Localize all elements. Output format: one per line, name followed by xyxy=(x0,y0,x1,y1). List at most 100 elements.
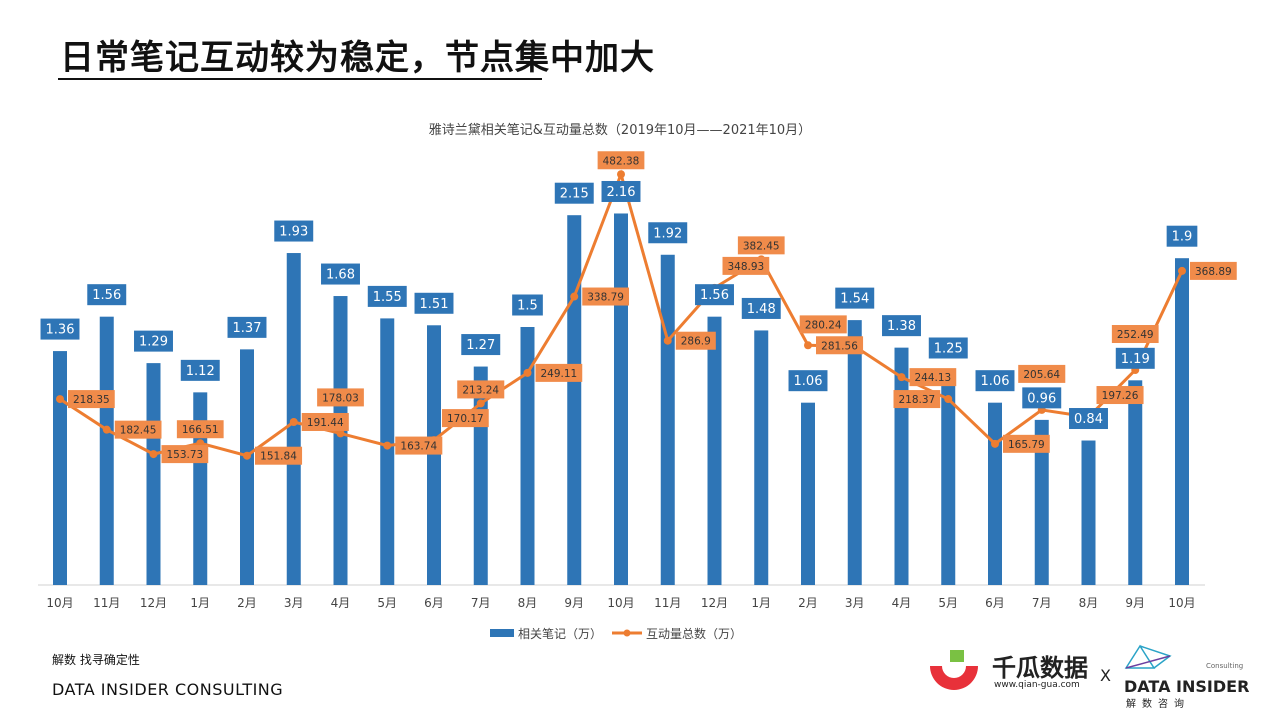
bar-label-bg xyxy=(648,222,688,244)
line-point xyxy=(523,368,532,377)
logo-separator: X xyxy=(1100,666,1111,685)
qiangua-name: 千瓜数据 xyxy=(992,654,1088,682)
line-label-bg xyxy=(893,390,941,409)
line-point xyxy=(897,373,906,382)
x-tick-label: 2月 xyxy=(237,596,257,610)
footer-slogan: 解数 找寻确定性 xyxy=(52,653,140,667)
bar xyxy=(707,316,722,585)
bar-label-bg xyxy=(414,292,454,314)
line-label-bg xyxy=(255,446,303,465)
line-data-label: 213.24 xyxy=(462,384,499,396)
x-tick-label: 1月 xyxy=(751,596,771,610)
line-point xyxy=(336,429,345,438)
bar-data-label: 1.38 xyxy=(887,319,916,334)
line-data-label: 368.89 xyxy=(1195,266,1232,278)
line-label-bg xyxy=(597,151,645,170)
page-title: 日常笔记互动较为稳定，节点集中加大 xyxy=(60,38,655,78)
bar-label-bg xyxy=(554,182,594,204)
line-data-label: 182.45 xyxy=(120,425,157,437)
title-underline xyxy=(58,78,542,80)
legend-line-label: 互动量总数（万） xyxy=(646,626,742,641)
bar-label-bg xyxy=(1022,387,1062,409)
footer-company: DATA INSIDER CONSULTING xyxy=(52,680,284,699)
bar-label-bg xyxy=(512,294,543,316)
x-tick-label: 10月 xyxy=(46,596,73,610)
line-data-label: 286.9 xyxy=(681,336,711,348)
bar-data-label: 1.68 xyxy=(326,268,355,283)
bar-data-label: 1.36 xyxy=(46,323,75,338)
line-label-bg xyxy=(799,315,847,334)
line-label-bg xyxy=(457,380,505,399)
line-label-bg xyxy=(442,409,489,428)
x-tick-label: 3月 xyxy=(284,596,304,610)
bar xyxy=(240,349,254,585)
bar xyxy=(567,215,582,585)
line-point xyxy=(289,417,298,426)
line-point xyxy=(570,292,579,301)
chart: 雅诗兰黛相关笔记&互动量总数（2019年10月——2021年10月） 10月 11… xyxy=(38,122,1237,641)
line-data-label: 205.64 xyxy=(1023,369,1060,381)
x-tick-label: 11月 xyxy=(654,596,681,610)
bar-data-label: 1.12 xyxy=(186,364,215,379)
bar-label-bg xyxy=(367,285,407,307)
bar xyxy=(53,351,67,585)
bar-label-bg xyxy=(695,284,734,306)
x-tick-label: 5月 xyxy=(377,596,397,610)
bar-data-label: 1.5 xyxy=(517,299,538,314)
x-tick-label: 6月 xyxy=(985,596,1005,610)
line-label-bg xyxy=(301,412,349,431)
line-data-label: 280.24 xyxy=(805,319,842,331)
line-label-bg xyxy=(114,420,162,439)
di-name: DATA INSIDER xyxy=(1124,677,1250,696)
bar xyxy=(1175,258,1189,585)
line-point xyxy=(617,170,625,179)
bar xyxy=(380,318,395,585)
bar-label-bg xyxy=(788,370,828,392)
line-data-label: 178.03 xyxy=(322,392,359,404)
bar-label-bg xyxy=(1166,225,1198,247)
line-label-bg xyxy=(535,363,583,382)
chart-title: 雅诗兰黛相关笔记&互动量总数（2019年10月——2021年10月） xyxy=(429,122,811,138)
bar xyxy=(427,325,441,585)
qiangua-logo-icon xyxy=(930,650,978,690)
line-data-label: 249.11 xyxy=(541,368,578,380)
bar-data-label: 1.56 xyxy=(700,288,729,303)
bar-label-bg xyxy=(40,318,80,340)
x-tick-label: 6月 xyxy=(424,596,444,610)
line-data-label: 482.38 xyxy=(603,155,640,167)
bar xyxy=(520,327,535,585)
bar-data-label: 1.06 xyxy=(794,374,823,389)
line-point xyxy=(476,399,485,408)
line-label-bg xyxy=(1018,364,1066,383)
bar xyxy=(1081,440,1096,585)
line-point xyxy=(383,441,392,450)
line-data-label: 218.35 xyxy=(73,394,110,406)
line-data-label: 191.44 xyxy=(307,417,344,429)
legend-bar-swatch xyxy=(490,629,514,637)
bar-label-bg xyxy=(835,287,875,309)
line-data-label: 151.84 xyxy=(260,451,297,463)
line-data-label: 348.93 xyxy=(728,261,765,273)
x-tick-label: 8月 xyxy=(1079,596,1099,610)
bar-label-bg xyxy=(321,263,360,285)
bar-data-label: 0.84 xyxy=(1074,412,1103,427)
bar xyxy=(193,392,208,585)
line-label-bg xyxy=(909,368,957,387)
bar xyxy=(1128,380,1143,585)
bar-label-bg xyxy=(928,337,968,359)
bar-data-label: 1.29 xyxy=(139,335,168,350)
x-tick-label: 8月 xyxy=(518,596,538,610)
line-data-label: 244.13 xyxy=(915,372,952,384)
bar-data-label: 1.92 xyxy=(653,226,682,241)
line-label-bg xyxy=(161,445,209,464)
bar-data-label: 1.37 xyxy=(233,321,262,336)
bar-label-bg xyxy=(227,316,267,338)
line-data-label: 197.26 xyxy=(1102,390,1139,402)
line-data-label: 281.56 xyxy=(821,340,858,352)
bar-data-label: 1.27 xyxy=(466,338,495,353)
x-tick-label: 1月 xyxy=(190,596,210,610)
bar-label-bg xyxy=(461,334,501,356)
line-label-bg xyxy=(68,390,115,409)
x-tick-label: 2月 xyxy=(798,596,818,610)
bar xyxy=(988,402,1002,585)
